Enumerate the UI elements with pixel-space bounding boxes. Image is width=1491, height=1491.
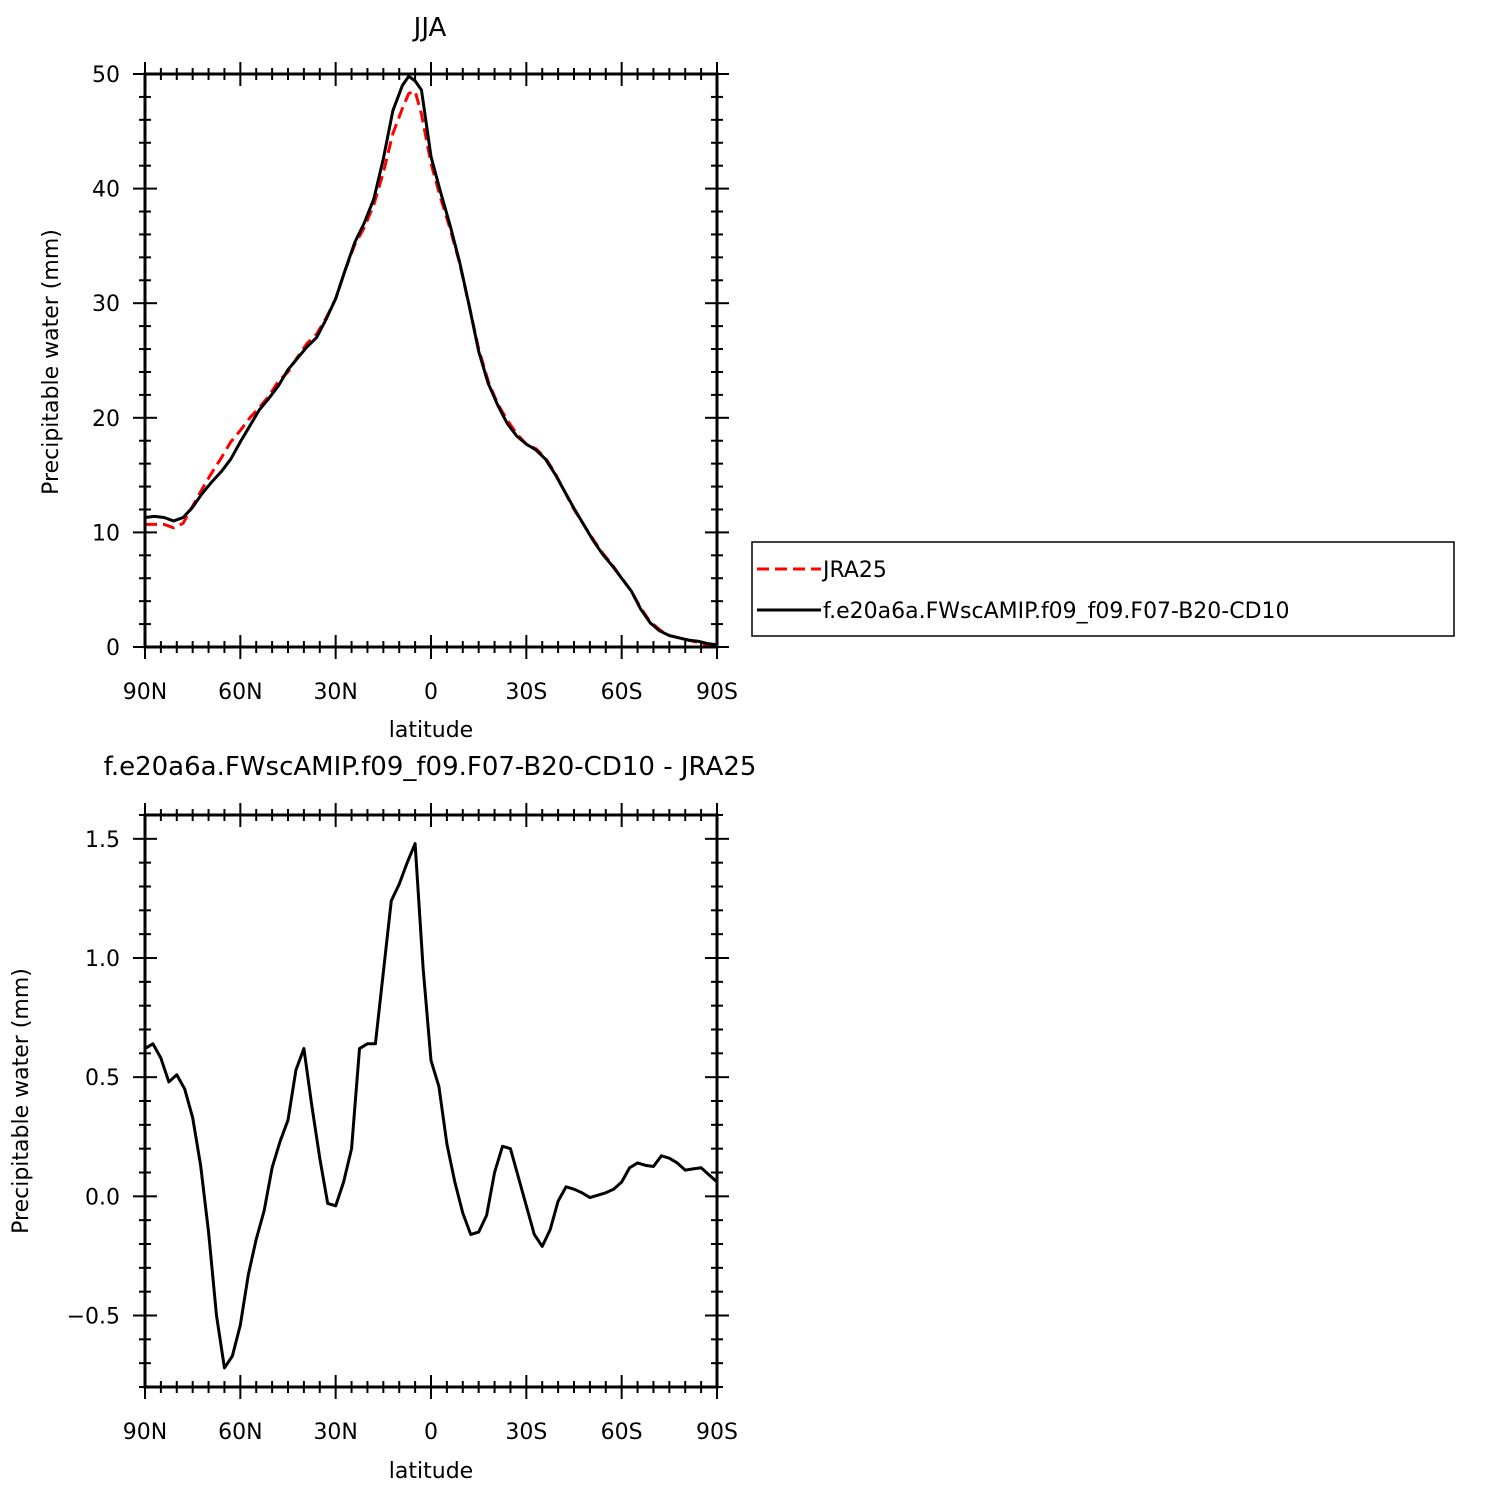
bottom-y-axis-title: Precipitable water (mm) xyxy=(9,968,34,1234)
bottom-x-tick-label: 90S xyxy=(696,1420,738,1445)
bottom-y-tick-label: 1.0 xyxy=(85,947,120,972)
top-y-tick-label: 20 xyxy=(92,407,120,432)
top-x-tick-label: 60N xyxy=(218,680,262,705)
bottom-x-tick-label: 60S xyxy=(601,1420,643,1445)
top-x-axis-title: latitude xyxy=(389,718,473,743)
bottom-chart-title: f.e20a6a.FWscAMIP.f09_f09.F07-B20-CD10 -… xyxy=(104,752,757,782)
top-y-tick-label: 40 xyxy=(92,178,120,203)
bottom-x-axis-title: latitude xyxy=(389,1459,473,1484)
top-x-tick-label: 0 xyxy=(424,680,438,705)
top-x-tick-label: 90N xyxy=(123,680,167,705)
bottom-x-tick-label: 90N xyxy=(123,1420,167,1445)
bottom-plot-frame xyxy=(143,813,719,1389)
top-x-tick-label: 60S xyxy=(601,680,643,705)
legend-label-model: f.e20a6a.FWscAMIP.f09_f09.F07-B20-CD10 xyxy=(823,599,1290,624)
top-x-tick-label: 90S xyxy=(696,680,738,705)
top-x-tick-label: 30N xyxy=(313,680,357,705)
legend-box xyxy=(751,541,1455,637)
bottom-y-tick-label: 0.0 xyxy=(85,1185,120,1210)
top-series-line-0 xyxy=(145,89,718,648)
top-chart-panel: JJA 90N 60N 30N 0 30S 60S 90S 0 10 20 30 40 50 latit… xyxy=(39,13,738,743)
bottom-y-tick-label: 0.5 xyxy=(85,1066,120,1091)
top-x-tick-label: 30S xyxy=(505,680,547,705)
top-y-tick-label: 50 xyxy=(92,63,120,88)
bottom-chart-series xyxy=(144,842,719,1370)
top-y-tick-label: 10 xyxy=(92,521,120,546)
bottom-x-tick-label: 0 xyxy=(424,1420,438,1445)
bottom-y-tick-label: −0.5 xyxy=(67,1305,120,1330)
top-chart-series xyxy=(144,74,718,648)
bottom-chart-panel: f.e20a6a.FWscAMIP.f09_f09.F07-B20-CD10 -… xyxy=(9,752,756,1484)
bottom-y-tick-label: 1.5 xyxy=(85,828,120,853)
legend-label-jra25: JRA25 xyxy=(821,558,887,583)
bottom-chart-ticks xyxy=(133,803,729,1399)
top-y-axis-title: Precipitable water (mm) xyxy=(39,229,64,495)
bottom-x-tick-label: 30N xyxy=(313,1420,357,1445)
top-tick-labels: 90N 60N 30N 0 30S 60S 90S 0 10 20 30 40 50 xyxy=(92,63,738,705)
bottom-series-line-0 xyxy=(144,842,719,1370)
top-plot-frame xyxy=(143,72,719,649)
top-chart-title: JJA xyxy=(412,13,447,43)
top-y-tick-label: 30 xyxy=(92,292,120,317)
bottom-tick-labels: 90N 60N 30N 0 30S 60S 90S −0.5 0.0 0.5 1.0 1.5 xyxy=(67,828,738,1445)
top-series-line-1 xyxy=(144,74,718,647)
top-y-tick-label: 0 xyxy=(106,636,120,661)
bottom-x-tick-label: 60N xyxy=(218,1420,262,1445)
bottom-x-tick-label: 30S xyxy=(505,1420,547,1445)
legend: JRA25 f.e20a6a.FWscAMIP.f09_f09.F07-B20-… xyxy=(751,541,1455,637)
